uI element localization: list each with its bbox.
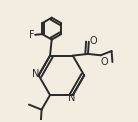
Text: O: O <box>101 57 109 67</box>
Text: O: O <box>90 36 97 46</box>
Text: F: F <box>29 30 35 40</box>
Text: N: N <box>32 70 40 80</box>
Text: N: N <box>68 93 76 103</box>
